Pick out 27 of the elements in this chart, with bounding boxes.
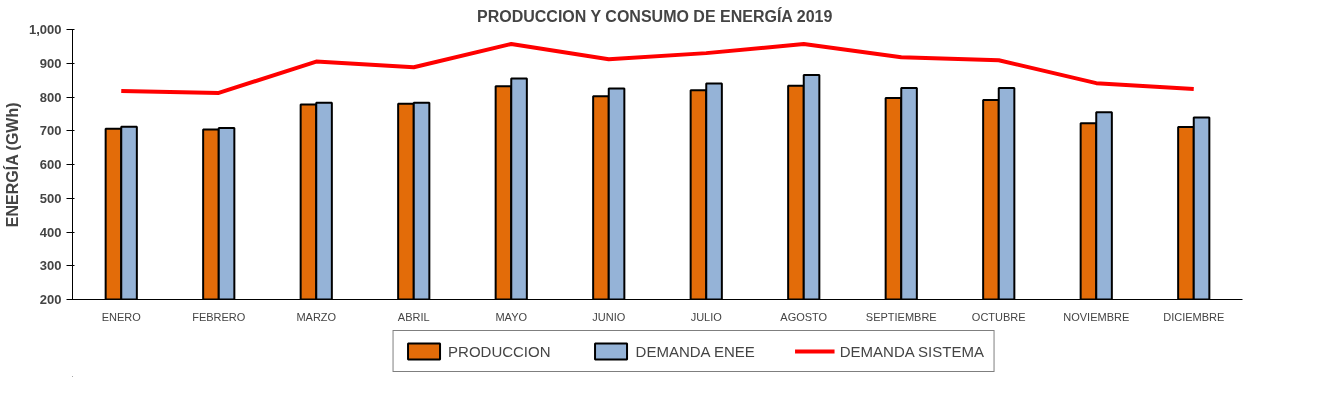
- y-tick-label: 800: [39, 89, 62, 105]
- legend-label: DEMANDA SISTEMA: [839, 342, 984, 360]
- y-tick-label: 700: [39, 123, 62, 139]
- y-tick-label: 500: [39, 190, 62, 206]
- x-tick-label: AGOSTO: [780, 310, 828, 323]
- x-tick-label: FEBRERO: [192, 310, 246, 323]
- x-tick-label: DICIEMBRE: [1163, 310, 1225, 323]
- x-tick-label: JUNIO: [592, 310, 626, 323]
- x-tick-label: JULIO: [690, 310, 723, 323]
- chart-title: PRODUCCION Y CONSUMO DE ENERGÍA 2019: [477, 6, 833, 25]
- line-series: [119, 42, 1196, 95]
- y-tick-label: 200: [39, 292, 62, 307]
- x-tick-label: OCTUBRE: [971, 310, 1026, 323]
- x-tick-label: MAYO: [495, 310, 528, 323]
- y-tick-label: 600: [39, 157, 62, 172]
- legend-label: DEMANDA ENEE: [635, 342, 755, 360]
- y-tick-label: 400: [39, 224, 62, 240]
- x-tick-label: MARZO: [296, 310, 337, 323]
- y-axis-title: ENERGÍA (GWh): [2, 102, 21, 228]
- y-tick-label: 900: [39, 55, 62, 71]
- x-tick-label: ABRIL: [397, 310, 430, 323]
- y-tick-label: 300: [39, 258, 62, 274]
- x-tick-label: ENERO: [101, 310, 142, 323]
- x-tick-label: SEPTIEMBRE: [865, 310, 937, 323]
- y-tick-label: 1,000: [28, 22, 62, 37]
- legend-label: PRODUCCION: [448, 342, 551, 360]
- x-tick-label: NOVIEMBRE: [1063, 310, 1130, 323]
